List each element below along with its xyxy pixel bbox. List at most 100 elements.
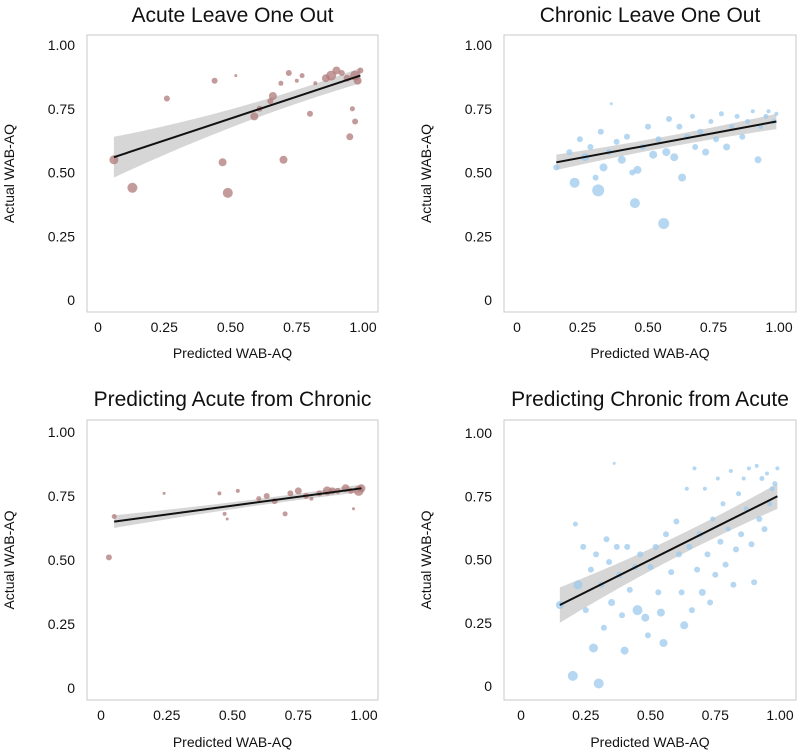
chart-3-point: [352, 507, 355, 511]
chart-2-point: [576, 136, 583, 143]
chart-4-point: [712, 571, 719, 578]
chart-4-point: [692, 466, 697, 471]
chart-3-point: [287, 490, 294, 497]
chart-1-y-tick-label: 0.75: [48, 101, 75, 117]
chart-4-y-tick-label: 0.75: [465, 488, 492, 504]
chart-1-point: [294, 78, 299, 83]
chart-4-point: [606, 559, 613, 565]
chart-4-point: [698, 588, 706, 596]
chart-2-point: [690, 113, 695, 119]
chart-3-point: [294, 487, 302, 495]
chart-3-x-tick-label: 0.75: [285, 707, 312, 723]
chart-4-y-tick-label: 0.50: [465, 552, 492, 568]
chart-4-plot-frame: [503, 419, 797, 701]
chart-4-point: [678, 589, 685, 596]
chart-4-x-tick-label: 0.75: [702, 707, 729, 723]
chart-4-point: [715, 476, 720, 481]
chart-2-plot-frame: [503, 34, 797, 313]
chart-2-point: [629, 198, 640, 209]
chart-2-point: [553, 164, 560, 171]
chart-4-point: [567, 670, 578, 681]
chart-4-point: [680, 621, 689, 630]
chart-2: Chronic Leave One Out Predicted WAB-AQ Act…: [418, 4, 797, 361]
chart-1-point: [285, 70, 292, 76]
chart-2-point: [692, 144, 699, 150]
chart-4-point: [603, 536, 610, 543]
chart-4-point: [736, 491, 742, 497]
chart-3-y-tick-label: 0: [67, 680, 75, 696]
chart-2-point: [566, 149, 573, 156]
chart-2-point: [754, 156, 762, 164]
chart-4-point: [759, 476, 765, 481]
chart-2-point: [613, 138, 620, 145]
chart-1-point: [218, 158, 227, 167]
chart-1-x-tick-label: 0.50: [217, 319, 244, 335]
chart-2-point: [645, 123, 651, 130]
chart-1-point: [299, 73, 305, 79]
chart-2-point: [633, 165, 642, 174]
chart-4-y-axis-label: Actual WAB-AQ: [418, 510, 434, 609]
chart-2-x-tick-label: 0.50: [634, 319, 661, 335]
chart-3-y-tick-label: 0.50: [48, 552, 75, 568]
chart-4-point: [730, 581, 737, 588]
chart-4-point: [746, 466, 751, 471]
chart-2-point: [750, 109, 755, 114]
chart-4-point: [659, 639, 668, 647]
chart-4-point: [738, 531, 745, 538]
chart-4-point: [589, 643, 598, 653]
chart-1-point: [222, 187, 233, 198]
chart-1-plot-frame: [86, 34, 379, 313]
chart-1-x-axis-label: Predicted WAB-AQ: [173, 345, 292, 361]
chart-1-point: [211, 77, 218, 84]
chart-2-title: Chronic Leave One Out: [540, 4, 761, 27]
chart-3-plot-frame: [86, 419, 379, 701]
chart-1-x-tick-label: 0.75: [283, 319, 310, 335]
chart-4-point: [733, 546, 739, 553]
chart-1-x-tick-label: 1.00: [349, 319, 376, 335]
chart-4-point: [656, 608, 665, 617]
chart-4-point: [619, 612, 625, 619]
chart-2-point: [718, 111, 724, 117]
chart-2-point: [774, 111, 779, 116]
chart-1-point: [250, 112, 259, 121]
chart-3-y-tick-label: 1.00: [48, 424, 75, 440]
chart-4-point: [641, 613, 650, 622]
chart-2-point: [697, 128, 704, 135]
chart-2-point: [702, 148, 710, 156]
chart-2-point: [597, 128, 604, 135]
chart-4-point: [748, 541, 755, 548]
chart-3-point: [256, 496, 262, 502]
chart-2-point: [739, 133, 746, 140]
chart-4-point: [600, 624, 607, 631]
chart-4-point: [663, 531, 669, 538]
chart-1-point: [313, 81, 318, 86]
chart-4-point: [707, 599, 714, 606]
chart-2-x-tick-label: 0.25: [569, 319, 596, 335]
chart-1-point: [307, 110, 313, 117]
chart-4-point: [673, 518, 680, 525]
chart-3-point: [225, 517, 229, 521]
chart-3-regression-line: [114, 487, 362, 523]
chart-4-point: [775, 466, 780, 471]
chart-2-x-tick-label: 0: [513, 319, 521, 335]
chart-2-regression-line: [556, 120, 777, 164]
chart-4-point: [756, 516, 763, 522]
chart-1-x-tick-label: 0.25: [151, 319, 178, 335]
chart-4-point: [620, 646, 629, 655]
chart-4-point: [626, 586, 633, 593]
chart-3-point: [235, 488, 240, 493]
chart-1-confidence-band: [113, 67, 361, 178]
chart-4-point: [725, 526, 731, 532]
chart-4-point: [580, 543, 587, 550]
chart-2-point: [609, 102, 613, 106]
chart-4-point: [593, 678, 604, 689]
chart-1-y-tick-label: 0: [67, 292, 75, 308]
chart-3-confidence-band: [114, 484, 362, 528]
chart-4-title: Predicting Chronic from Acute: [511, 388, 789, 411]
chart-3-x-tick-label: 0.50: [219, 707, 246, 723]
chart-2-point: [569, 177, 580, 188]
chart-4-point: [644, 632, 651, 639]
chart-1-y-tick-label: 1.00: [48, 37, 75, 53]
chart-2-x-tick-label: 0.75: [700, 319, 727, 335]
chart-3-point: [222, 511, 227, 516]
